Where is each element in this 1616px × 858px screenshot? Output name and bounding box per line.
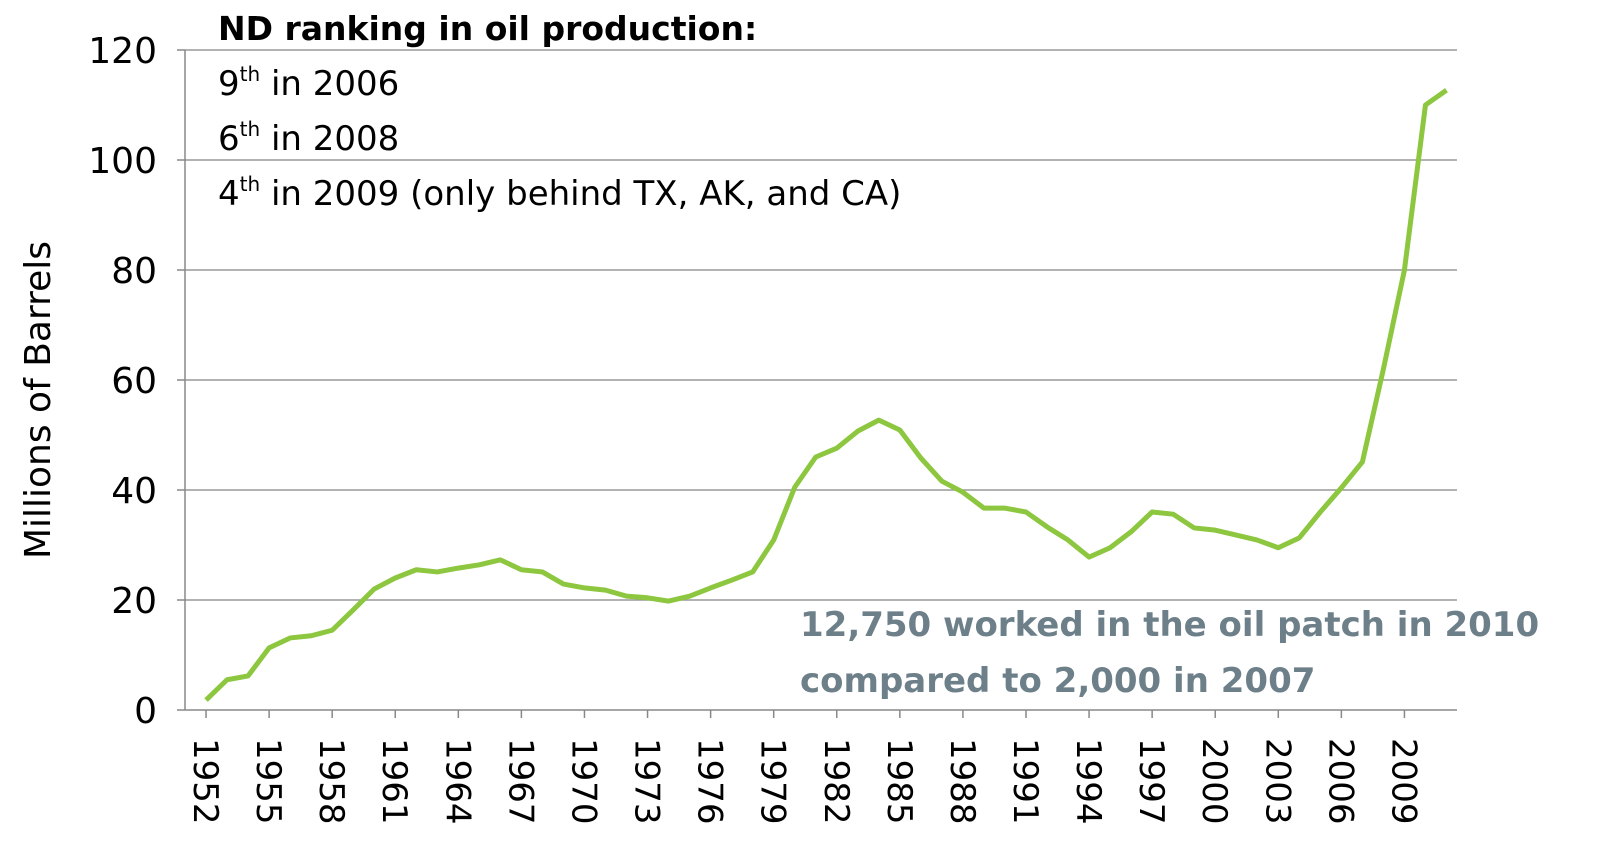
- annotation-line: 4th in 2009 (only behind TX, AK, and CA): [218, 172, 901, 214]
- x-tick-label: 1952: [185, 738, 225, 825]
- y-tick-label: 80: [111, 251, 157, 292]
- note-line: compared to 2,000 in 2007: [800, 661, 1315, 701]
- annotation-part: th: [240, 172, 261, 196]
- y-tick-label: 20: [111, 581, 157, 622]
- x-tick-label: 1988: [942, 738, 982, 825]
- y-tick-label: 40: [111, 471, 157, 512]
- x-tick-label: 1961: [374, 738, 414, 825]
- x-tick-label: 1976: [690, 738, 730, 825]
- x-tick-label: 1967: [500, 738, 540, 825]
- x-tick-label: 2006: [1320, 738, 1360, 825]
- x-tick-label: 1955: [248, 738, 288, 825]
- x-tick-label: 1985: [879, 738, 919, 825]
- x-tick-label: 1970: [563, 738, 603, 825]
- annotation-part: in 2008: [260, 119, 399, 159]
- x-tick-label: 1979: [753, 738, 793, 825]
- x-tick-label: 1991: [1005, 738, 1045, 825]
- annotation-part: in 2006: [260, 64, 399, 104]
- annotation-part: 6: [218, 119, 240, 159]
- x-tick-label: 1997: [1131, 738, 1171, 825]
- x-tick-label: 2003: [1257, 738, 1297, 825]
- annotation-line: 6th in 2008: [218, 117, 399, 159]
- annotation-part: in 2009 (only behind TX, AK, and CA): [260, 174, 901, 214]
- y-tick-label: 0: [134, 691, 157, 732]
- y-axis-label: Millions of Barrels: [18, 241, 59, 559]
- annotation-title: ND ranking in oil production:: [218, 9, 757, 48]
- annotation-part: th: [240, 62, 261, 86]
- x-tick-label: 1958: [311, 738, 351, 825]
- line-series: [204, 88, 1448, 702]
- x-tick-label: 1973: [627, 738, 667, 825]
- y-tick-label: 120: [88, 31, 157, 72]
- note-line: 12,750 worked in the oil patch in 2010: [800, 605, 1539, 645]
- x-tick-label: 1982: [816, 738, 856, 825]
- y-tick-label: 100: [88, 141, 157, 182]
- x-tick-label: 2009: [1383, 738, 1423, 825]
- x-tick-label: 1994: [1068, 738, 1108, 825]
- annotation-part: 4: [218, 174, 240, 214]
- annotation-part: th: [240, 117, 261, 141]
- annotation-line: 9th in 2006: [218, 62, 399, 104]
- x-tick-label: 2000: [1194, 738, 1234, 825]
- y-tick-label: 60: [111, 361, 157, 402]
- x-tick-label: 1964: [437, 738, 477, 825]
- annotation-part: 9: [218, 64, 240, 104]
